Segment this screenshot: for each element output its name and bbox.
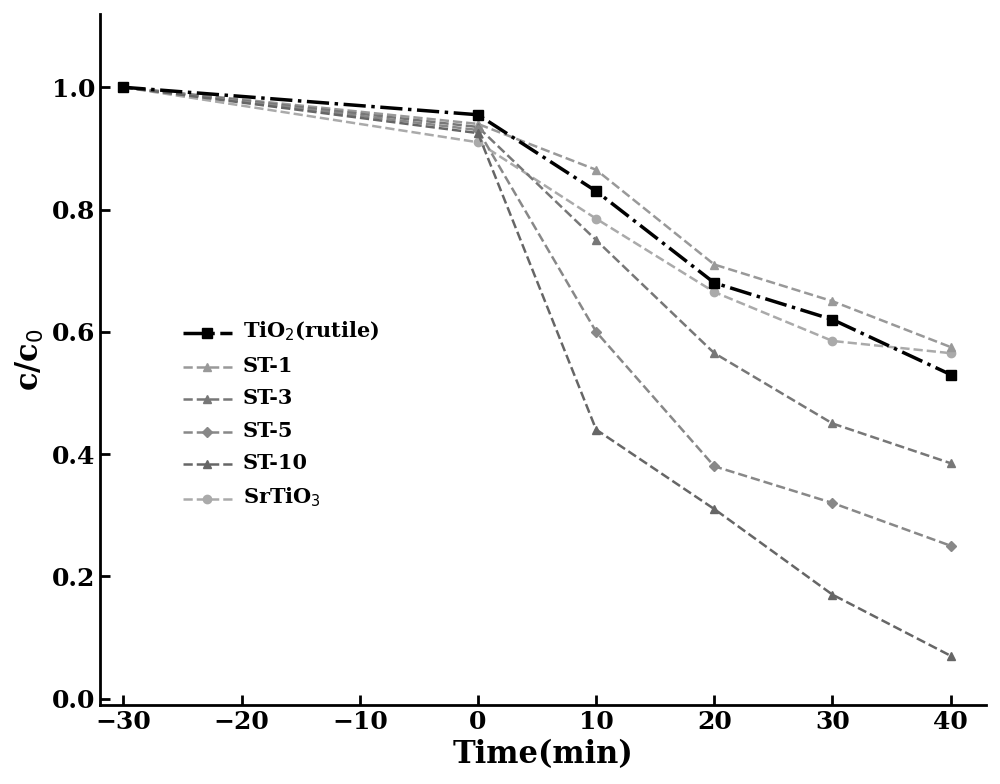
- ST-3: [708, 348, 720, 358]
- ST-1: [826, 296, 838, 306]
- ST-5: [708, 462, 720, 471]
- Line: SrTiO$_3$: SrTiO$_3$: [119, 83, 955, 358]
- TiO$_2$(rutile): [472, 110, 484, 119]
- ST-5: [117, 82, 129, 92]
- ST-5: [590, 327, 602, 336]
- TiO$_2$(rutile): [590, 187, 602, 196]
- SrTiO$_3$: [826, 336, 838, 346]
- TiO$_2$(rutile): [708, 278, 720, 288]
- SrTiO$_3$: [590, 214, 602, 223]
- ST-1: [945, 343, 957, 352]
- Legend: TiO$_2$(rutile), ST-1, ST-3, ST-5, ST-10, SrTiO$_3$: TiO$_2$(rutile), ST-1, ST-3, ST-5, ST-10…: [178, 314, 385, 515]
- ST-5: [826, 499, 838, 508]
- TiO$_2$(rutile): [826, 315, 838, 325]
- ST-3: [826, 419, 838, 428]
- ST-1: [708, 260, 720, 269]
- Line: TiO$_2$(rutile): TiO$_2$(rutile): [119, 82, 956, 379]
- Line: ST-10: ST-10: [119, 83, 955, 660]
- Line: ST-3: ST-3: [119, 83, 955, 467]
- Line: ST-5: ST-5: [120, 84, 954, 550]
- ST-3: [472, 122, 484, 132]
- ST-10: [472, 129, 484, 138]
- ST-10: [826, 590, 838, 599]
- Y-axis label: c/c$_0$: c/c$_0$: [14, 328, 46, 390]
- ST-1: [117, 82, 129, 92]
- Line: ST-1: ST-1: [119, 83, 955, 351]
- SrTiO$_3$: [117, 82, 129, 92]
- X-axis label: Time(min): Time(min): [453, 739, 633, 770]
- ST-3: [117, 82, 129, 92]
- TiO$_2$(rutile): [117, 82, 129, 92]
- TiO$_2$(rutile): [945, 370, 957, 379]
- SrTiO$_3$: [708, 288, 720, 297]
- ST-1: [590, 165, 602, 175]
- ST-3: [590, 235, 602, 245]
- ST-10: [945, 651, 957, 660]
- ST-10: [590, 425, 602, 434]
- ST-3: [945, 459, 957, 468]
- ST-10: [117, 82, 129, 92]
- SrTiO$_3$: [472, 137, 484, 147]
- SrTiO$_3$: [945, 348, 957, 358]
- ST-5: [945, 541, 957, 550]
- ST-5: [472, 125, 484, 135]
- ST-1: [472, 119, 484, 129]
- ST-10: [708, 504, 720, 514]
